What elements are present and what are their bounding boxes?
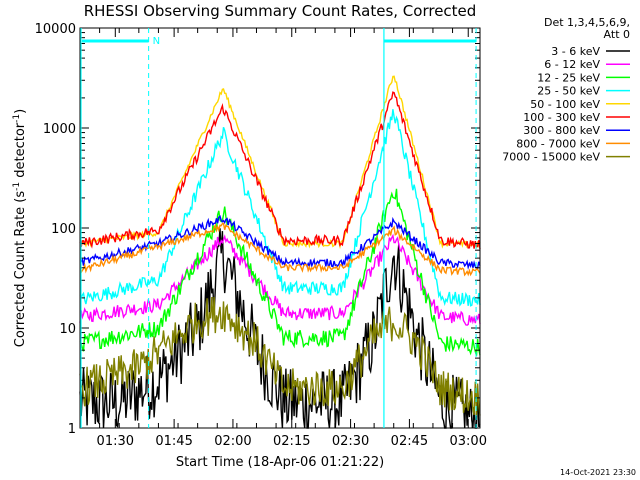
legend-label: 12 - 25 keV [537, 71, 600, 84]
legend-label: 6 - 12 keV [544, 58, 600, 71]
legend-header-attenuator: Att 0 [604, 28, 630, 41]
x-tick-label: 03:00 [450, 434, 487, 449]
y-label-sup2: -1 [12, 114, 22, 123]
y-tick-label: 10 [59, 322, 76, 337]
x-tick-label: 01:45 [155, 434, 192, 449]
series-line-7 [79, 222, 481, 277]
y-label-main: Corrected Count Rate (s [13, 191, 28, 348]
legend-label: 7000 - 15000 keV [502, 151, 600, 164]
x-tick-label: 02:00 [214, 434, 251, 449]
legend-label: 25 - 50 keV [537, 85, 600, 98]
ticks-layer: 1 10 100 1000 10000 01:30 01:45 02:00 02:15 02:30… [35, 22, 487, 449]
y-tick-label: 10000 [35, 22, 76, 37]
x-tick-label: 02:30 [332, 434, 369, 449]
y-axis-label: Corrected Count Rate (s-1 detector-1) [12, 109, 28, 347]
night-flag-label: N [153, 36, 160, 47]
legend-label: 50 - 100 keV [530, 98, 600, 111]
chart-title: RHESSI Observing Summary Count Rates, Co… [84, 2, 477, 20]
x-tick-label: 01:30 [97, 434, 134, 449]
series-layer [79, 75, 481, 429]
legend-header-detectors: Det 1,3,4,5,6,9, [544, 16, 630, 29]
series-line-3 [79, 109, 481, 307]
series-line-4 [79, 75, 481, 250]
y-label-sup1: -1 [12, 182, 22, 191]
y-tick-label: 1 [68, 422, 76, 437]
date-stamp: 14-Oct-2021 23:30 [560, 468, 636, 477]
y-label-end: ) [13, 109, 28, 114]
series-line-5 [79, 91, 481, 250]
series-line-6 [79, 214, 481, 270]
legend-label: 3 - 6 keV [551, 45, 600, 58]
legend-label: 100 - 300 keV [523, 111, 600, 124]
legend-label: 800 - 7000 keV [516, 137, 600, 150]
y-label-mid: detector [13, 122, 28, 182]
y-tick-label: 1000 [43, 122, 76, 137]
series-line-8 [79, 296, 481, 416]
flags-layer: N [80, 28, 477, 428]
y-tick-label: 100 [51, 222, 76, 237]
x-tick-label: 02:45 [391, 434, 428, 449]
x-axis-label: Start Time (18-Apr-06 01:21:22) [176, 455, 384, 470]
x-tick-label: 02:15 [273, 434, 310, 449]
legend-label: 300 - 800 keV [523, 124, 600, 137]
series-line-1 [79, 233, 481, 326]
